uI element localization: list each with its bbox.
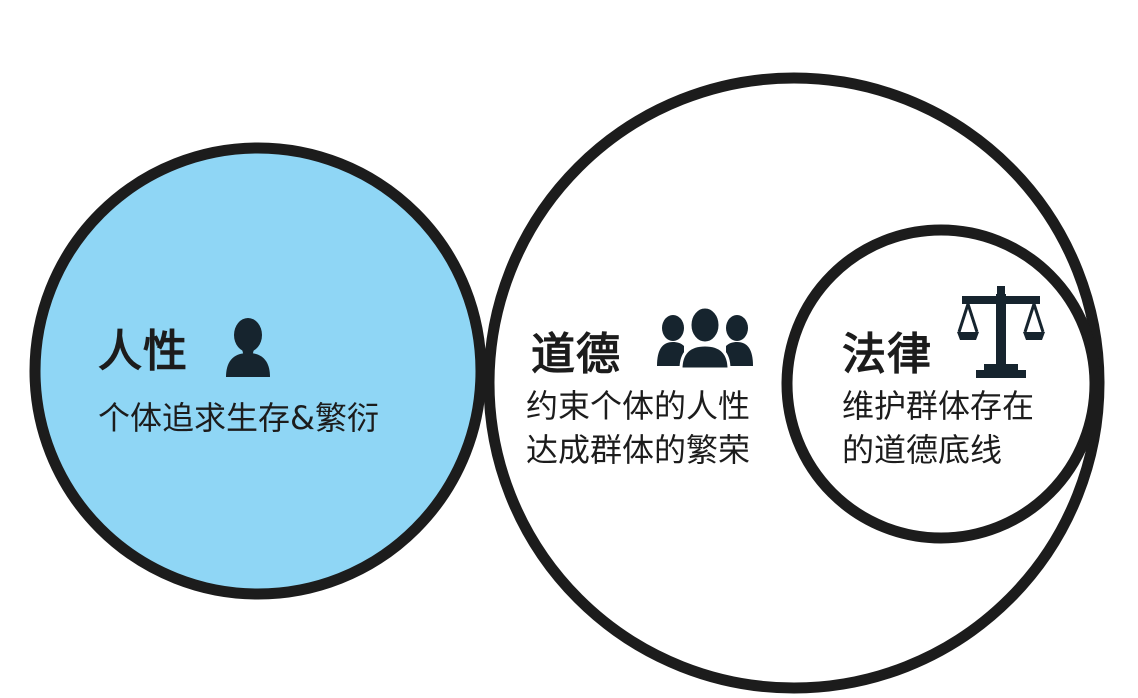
law-title: 法律 xyxy=(842,329,932,380)
morality-title: 道德 xyxy=(531,329,621,380)
law-description-line-2: 的道德底线 xyxy=(842,431,1003,469)
group-icon xyxy=(656,306,754,370)
scales-icon xyxy=(956,284,1046,380)
person-icon xyxy=(222,317,274,381)
human-nature-description: 个体追求生存&繁衍 xyxy=(98,399,379,437)
morality-description-line-2: 达成群体的繁荣 xyxy=(526,431,751,469)
human-nature-title: 人性 xyxy=(98,326,188,377)
law-description-line-1: 维护群体存在 xyxy=(842,387,1035,425)
morality-description-line-1: 约束个体的人性 xyxy=(526,387,751,425)
morality-circle xyxy=(483,72,1105,694)
law-circle xyxy=(781,224,1101,544)
